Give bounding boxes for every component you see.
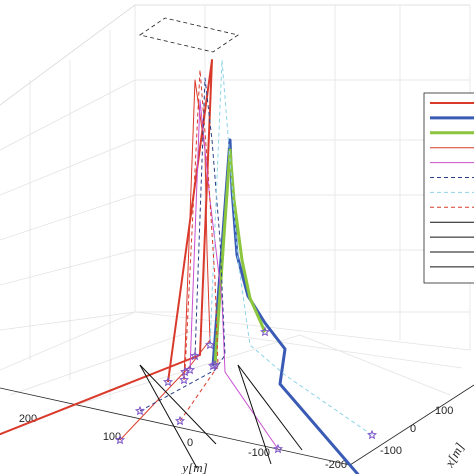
star-marker: [184, 364, 196, 375]
series-line-8: [179, 69, 219, 422]
3d-axis-panes: [0, 4, 471, 411]
x-tick-label: -100: [380, 445, 402, 457]
series-line-1: [0, 59, 213, 436]
series-line-5: [189, 99, 279, 450]
star-marker: [114, 434, 126, 445]
series-layer: [0, 59, 373, 474]
legend: [423, 92, 474, 284]
marker-layer: [114, 326, 378, 454]
series-line-6: [139, 77, 226, 412]
star-marker: [366, 429, 378, 440]
bounding-prism: [139, 17, 239, 53]
star-marker: [134, 405, 146, 416]
series-line-2: [211, 138, 360, 474]
star-marker: [209, 359, 221, 370]
y-axis-ticks: 200 100 0 -100 -200: [19, 413, 347, 471]
star-marker: [178, 374, 190, 385]
x-axis-ticks: 100 0 -100: [380, 405, 453, 457]
star-marker: [189, 350, 201, 361]
y-axis-label: y[m]: [180, 460, 207, 474]
series-line-12: [139, 364, 217, 445]
series-line-11: [237, 364, 303, 451]
y-tick-label: -200: [325, 459, 347, 471]
x-axis-label: x[m]: [441, 440, 467, 470]
star-marker: [162, 376, 174, 387]
star-marker: [204, 339, 216, 350]
series-line-7: [209, 59, 373, 436]
y-tick-label: -100: [248, 447, 270, 459]
legend-box: [423, 92, 474, 284]
axis-lines: [0, 384, 474, 466]
star-marker: [259, 326, 271, 337]
x-tick-label: 0: [410, 423, 416, 435]
x-tick-label: 100: [435, 405, 453, 417]
series-line-9: [139, 364, 198, 469]
legend-items: [430, 102, 474, 268]
star-marker: [179, 366, 191, 377]
series-line-10: [237, 364, 272, 465]
y-tick-label: 0: [187, 437, 193, 449]
y-tick-label: 100: [103, 431, 121, 443]
star-marker: [272, 443, 284, 454]
star-marker: [174, 415, 186, 426]
series-line-3: [213, 148, 267, 366]
